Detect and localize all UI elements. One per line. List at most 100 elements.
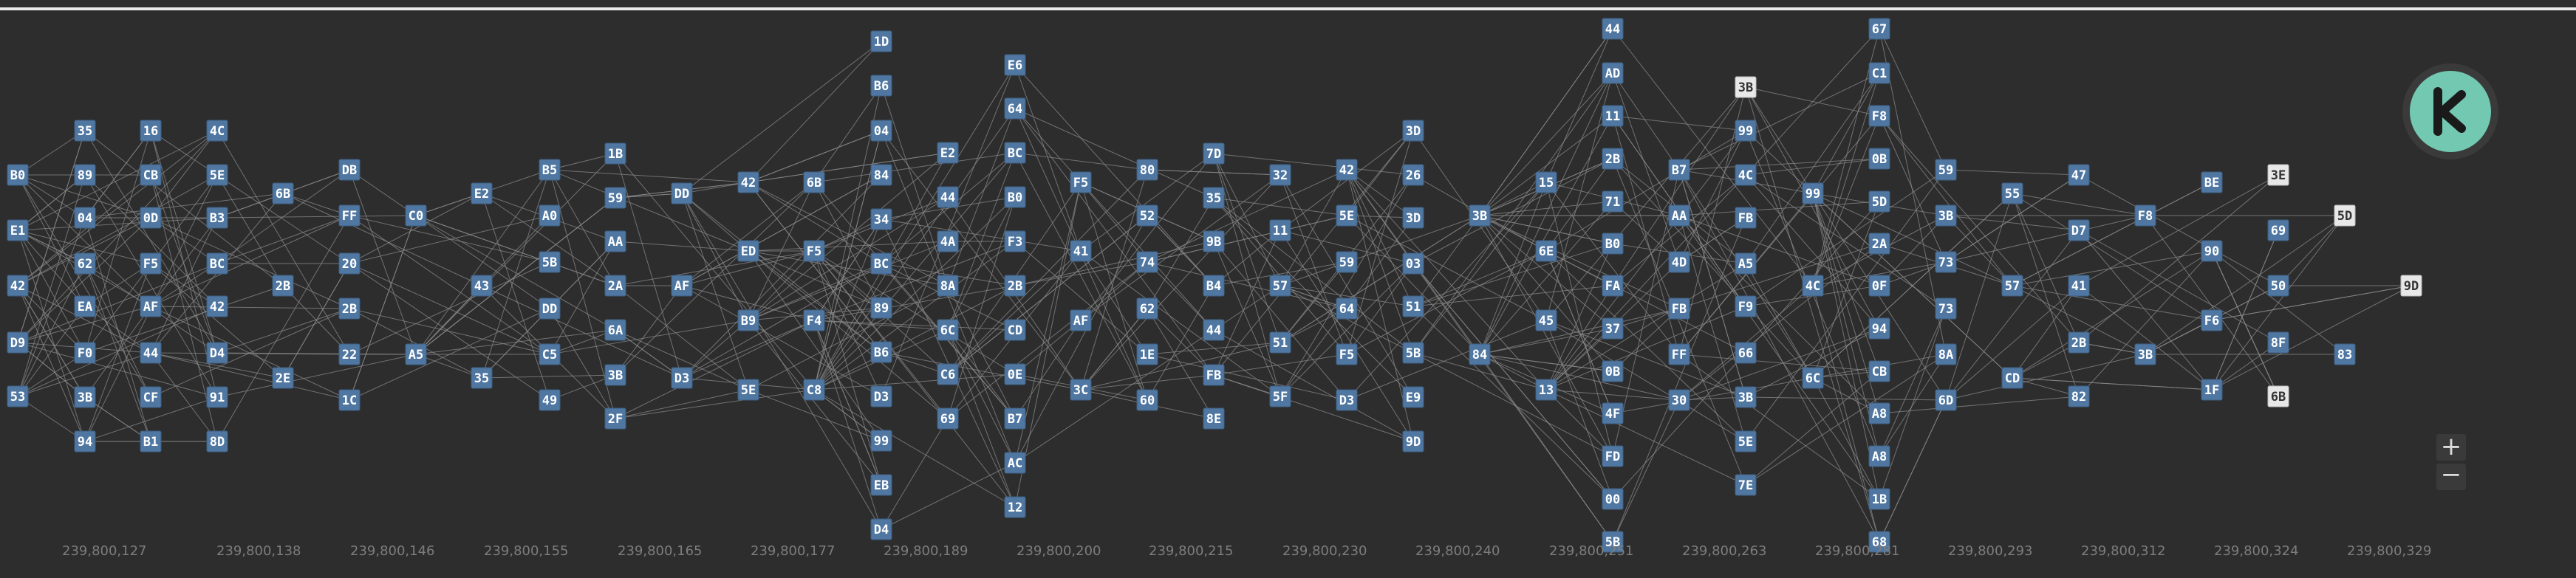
- block-node[interactable]: 89: [74, 164, 96, 186]
- block-node-box[interactable]: [338, 159, 361, 181]
- block-node-box[interactable]: [206, 207, 228, 229]
- block-node-box[interactable]: [2001, 367, 2023, 389]
- block-node-box[interactable]: [1668, 389, 1690, 411]
- block-node-box[interactable]: [1269, 331, 1291, 354]
- block-node-box[interactable]: [1336, 389, 1358, 411]
- block-node[interactable]: 0F: [1868, 275, 1890, 297]
- block-node[interactable]: 42: [737, 171, 759, 193]
- block-node-box[interactable]: [937, 186, 959, 208]
- block-node[interactable]: DD: [671, 182, 693, 204]
- block-node[interactable]: 1D: [870, 30, 892, 52]
- block-node-box[interactable]: [937, 275, 959, 297]
- block-node[interactable]: 1E: [1136, 343, 1158, 365]
- block-node-box[interactable]: [2267, 164, 2289, 186]
- block-node-box[interactable]: [74, 252, 96, 275]
- block-node[interactable]: 64: [1004, 97, 1026, 120]
- block-node[interactable]: 41: [1070, 240, 1092, 262]
- block-node[interactable]: DD: [539, 297, 561, 320]
- block-node[interactable]: 49: [539, 389, 561, 411]
- block-node-box[interactable]: [1136, 389, 1158, 411]
- block-node-box[interactable]: [338, 343, 361, 365]
- block-node-box[interactable]: [1868, 317, 1890, 340]
- block-node[interactable]: 5E: [206, 164, 228, 186]
- block-node-box[interactable]: [1203, 319, 1225, 341]
- block-node[interactable]: 51: [1402, 295, 1424, 317]
- block-node[interactable]: B6: [870, 341, 892, 363]
- block-node[interactable]: 57: [1269, 275, 1291, 297]
- block-node-box[interactable]: [1868, 488, 1890, 510]
- block-node-box[interactable]: [870, 164, 892, 186]
- zoom-in-button[interactable]: +: [2436, 434, 2466, 461]
- block-node-box[interactable]: [1668, 297, 1690, 320]
- block-node-box[interactable]: [1602, 62, 1624, 84]
- block-node-box[interactable]: [737, 240, 759, 262]
- block-node-box[interactable]: [1602, 275, 1624, 297]
- block-node[interactable]: 30: [1668, 389, 1690, 411]
- block-node-box[interactable]: [1668, 159, 1690, 181]
- block-node-box[interactable]: [937, 319, 959, 341]
- block-node[interactable]: 5E: [737, 379, 759, 401]
- block-node[interactable]: 84: [1469, 343, 1491, 365]
- block-node-box[interactable]: [1868, 531, 1890, 553]
- block-node-box[interactable]: [1735, 164, 1757, 186]
- block-node[interactable]: 04: [74, 207, 96, 229]
- block-node-box[interactable]: [1602, 445, 1624, 467]
- block-node[interactable]: B0: [1602, 233, 1624, 255]
- block-node[interactable]: 47: [2068, 164, 2090, 186]
- block-node[interactable]: 4D: [1668, 251, 1690, 273]
- block-node-box[interactable]: [74, 207, 96, 229]
- block-node[interactable]: 3D: [1402, 207, 1424, 229]
- block-node-box[interactable]: [1935, 389, 1957, 411]
- block-node[interactable]: 7E: [1735, 474, 1757, 496]
- block-node[interactable]: B6: [870, 75, 892, 97]
- block-node-box[interactable]: [1602, 233, 1624, 255]
- block-node[interactable]: 5B: [1402, 342, 1424, 364]
- block-node[interactable]: F0: [74, 342, 96, 364]
- block-node[interactable]: 42: [1336, 159, 1358, 181]
- block-node[interactable]: 2B: [1004, 275, 1026, 297]
- block-node-box[interactable]: [1935, 343, 1957, 365]
- block-node[interactable]: 5B: [539, 251, 561, 273]
- block-node[interactable]: 44: [140, 342, 162, 364]
- block-node[interactable]: 6E: [1535, 240, 1557, 262]
- block-node-box[interactable]: [870, 385, 892, 407]
- block-node[interactable]: B5: [539, 159, 561, 181]
- block-node[interactable]: 71: [1602, 190, 1624, 213]
- block-node-box[interactable]: [803, 309, 825, 331]
- block-node-box[interactable]: [1004, 496, 1026, 518]
- block-node-box[interactable]: [7, 385, 29, 407]
- block-node[interactable]: 6C: [937, 319, 959, 341]
- block-node-box[interactable]: [2201, 240, 2223, 262]
- block-node[interactable]: 44: [937, 186, 959, 208]
- block-node[interactable]: 90: [2201, 240, 2223, 262]
- block-node-box[interactable]: [1868, 105, 1890, 127]
- block-node-box[interactable]: [1935, 204, 1957, 227]
- block-node[interactable]: CD: [1004, 319, 1026, 341]
- block-node[interactable]: 84: [870, 164, 892, 186]
- block-node[interactable]: 26: [1402, 164, 1424, 186]
- block-node[interactable]: 69: [937, 407, 959, 430]
- block-node[interactable]: 6C: [1802, 367, 1824, 389]
- block-node-box[interactable]: [471, 367, 493, 389]
- block-node-box[interactable]: [338, 252, 361, 275]
- block-node-box[interactable]: [1868, 402, 1890, 424]
- block-node[interactable]: 3B: [2134, 343, 2156, 365]
- block-node-box[interactable]: [2267, 331, 2289, 354]
- block-node-box[interactable]: [1868, 18, 1890, 40]
- block-node[interactable]: D3: [671, 367, 693, 389]
- block-node[interactable]: A5: [405, 343, 427, 365]
- block-node-box[interactable]: [1336, 297, 1358, 320]
- block-node[interactable]: AF: [140, 295, 162, 317]
- block-node[interactable]: 22: [338, 343, 361, 365]
- block-node-box[interactable]: [1269, 385, 1291, 407]
- block-node-box[interactable]: [338, 389, 361, 411]
- block-node-box[interactable]: [1336, 251, 1358, 273]
- block-node[interactable]: 91: [206, 386, 228, 408]
- block-node[interactable]: 3B: [1735, 386, 1757, 408]
- block-node-box[interactable]: [2068, 331, 2090, 354]
- block-node-box[interactable]: [1402, 430, 1424, 453]
- block-node-box[interactable]: [539, 389, 561, 411]
- block-node-box[interactable]: [604, 407, 626, 430]
- block-node-box[interactable]: [1735, 386, 1757, 408]
- block-node[interactable]: 3B: [1735, 76, 1757, 98]
